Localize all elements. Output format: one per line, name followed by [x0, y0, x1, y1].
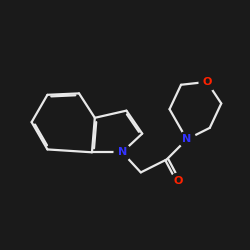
- Text: O: O: [174, 176, 183, 186]
- Text: N: N: [182, 134, 192, 144]
- Text: O: O: [202, 77, 211, 87]
- Text: N: N: [118, 147, 127, 157]
